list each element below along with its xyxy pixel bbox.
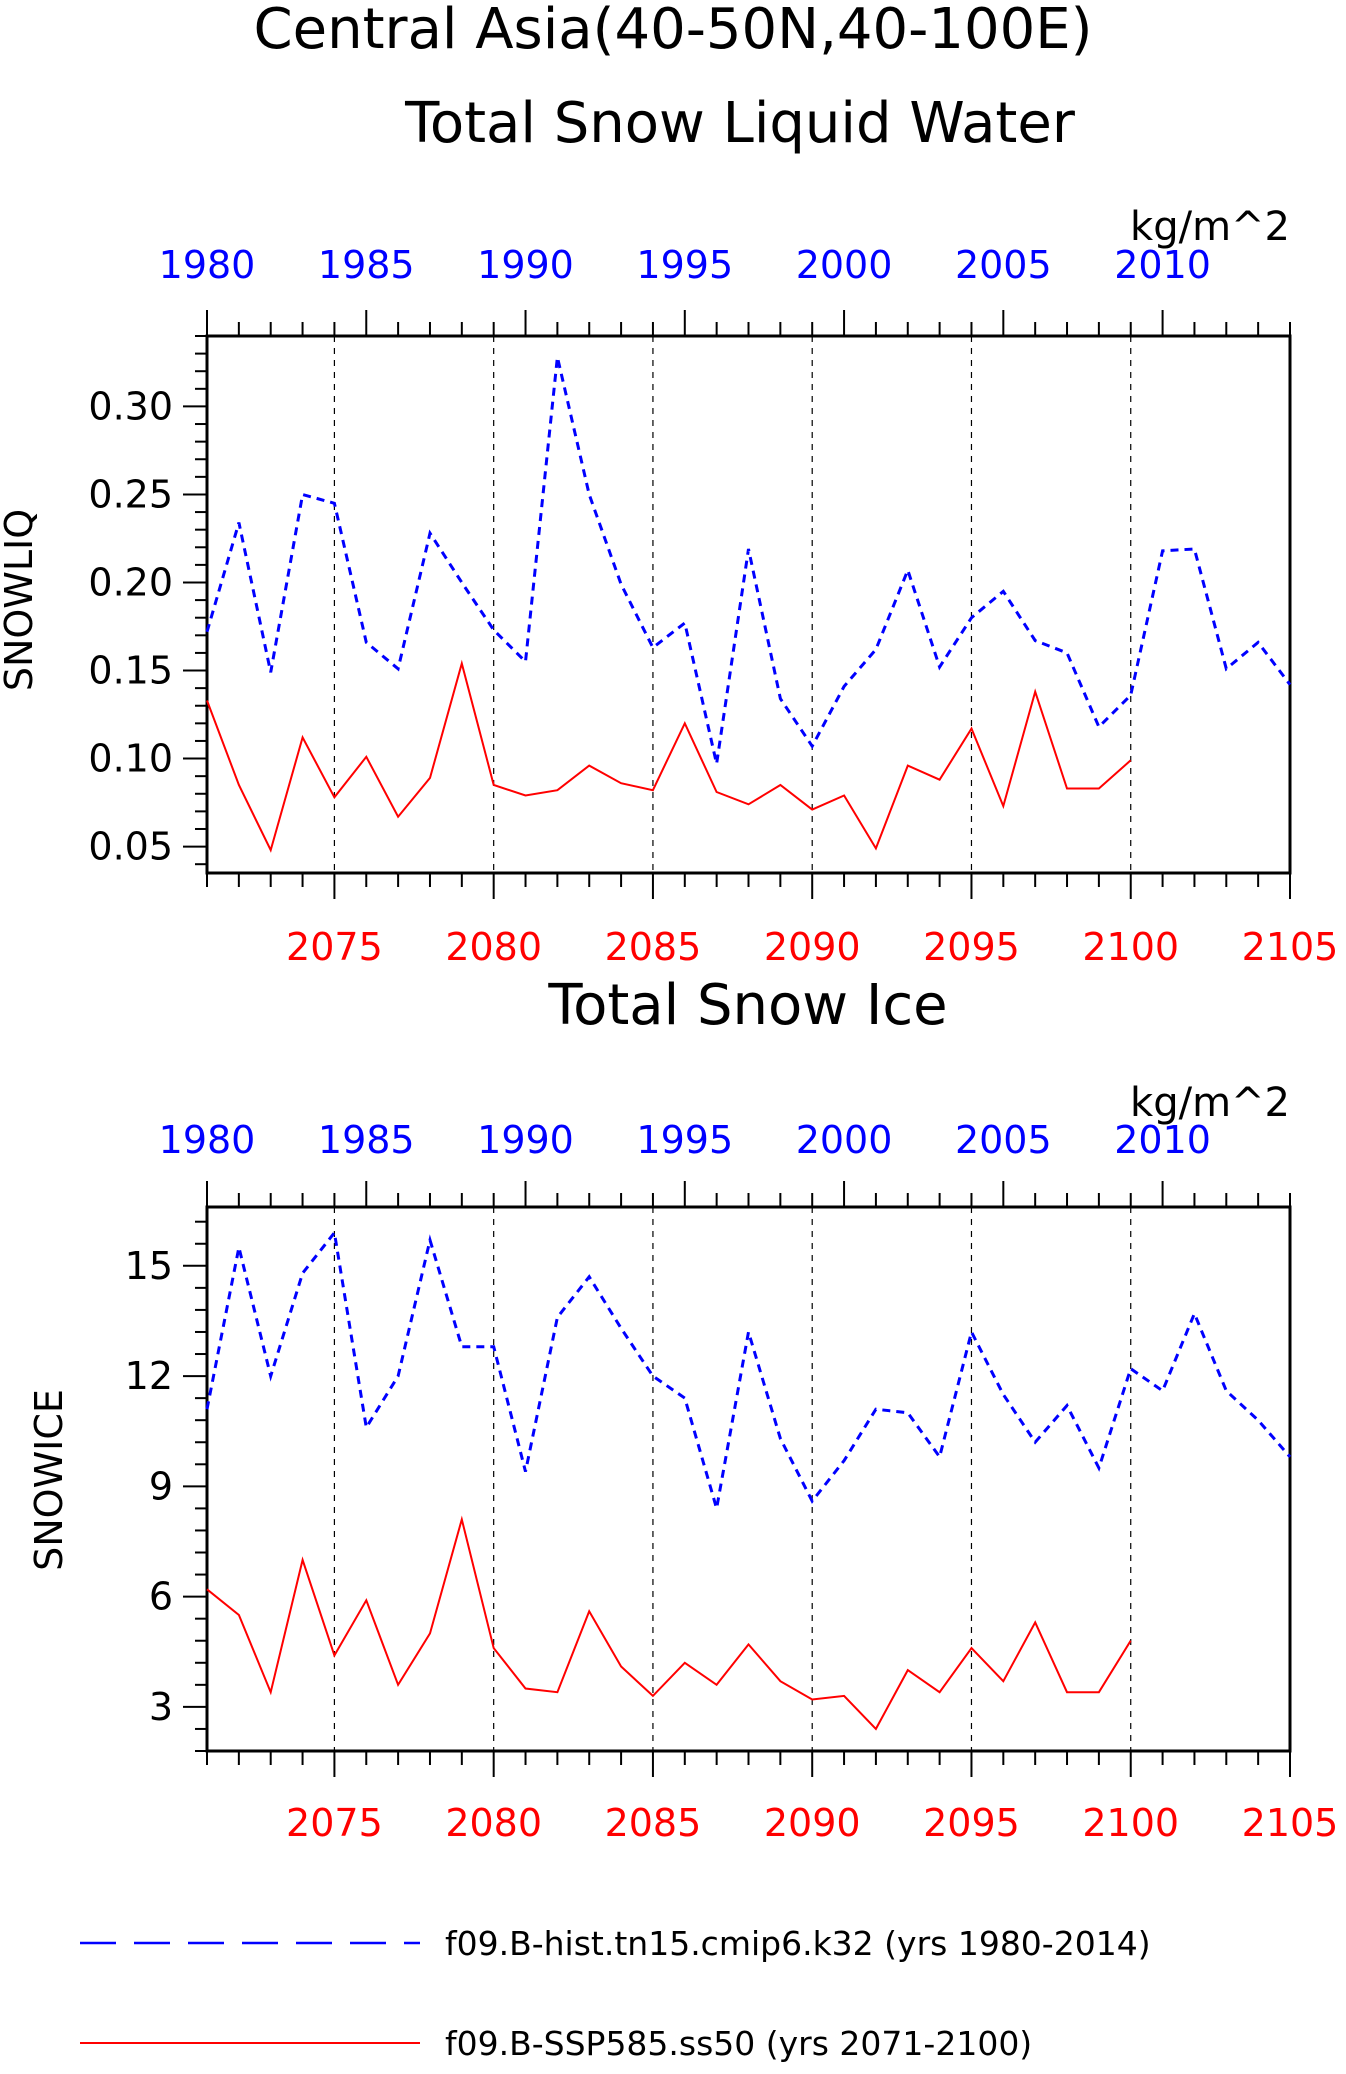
x-bottom-tick-label: 2090	[764, 925, 861, 969]
panel-title: Total Snow Ice	[547, 973, 947, 1038]
series-line-hist	[205, 1229, 1292, 1509]
x-top-tick-label: 2000	[796, 243, 893, 287]
x-top-tick-label: 1995	[636, 1118, 733, 1162]
x-top-tick-label: 1980	[159, 1118, 256, 1162]
y-axis-label: SNOWLIQ	[0, 509, 41, 691]
legend-label-hist: f09.B-hist.tn15.cmip6.k32 (yrs 1980-2014…	[445, 1924, 1151, 1963]
y-tick-label: 0.25	[88, 472, 173, 516]
x-bottom-tick-label: 2105	[1242, 925, 1339, 969]
y-tick-label: 15	[125, 1244, 173, 1288]
units-label: kg/m^2	[1130, 1080, 1290, 1126]
x-bottom-tick-label: 2085	[605, 925, 702, 969]
x-bottom-tick-label: 2075	[286, 1801, 383, 1845]
x-top-tick-label: 1995	[636, 243, 733, 287]
x-bottom-tick-label: 2090	[764, 1801, 861, 1845]
x-bottom-tick-label: 2080	[445, 1801, 542, 1845]
y-tick-label: 0.10	[88, 737, 173, 781]
series-line-hist	[205, 356, 1292, 765]
legend: f09.B-hist.tn15.cmip6.k32 (yrs 1980-2014…	[80, 1924, 1151, 2063]
x-top-tick-label: 1985	[318, 1118, 415, 1162]
y-tick-label: 0.15	[88, 649, 173, 693]
plot-frame	[205, 1205, 1292, 1753]
y-tick-label: 0.20	[88, 560, 173, 604]
units-label: kg/m^2	[1130, 204, 1290, 250]
x-bottom-tick-label: 2095	[923, 1801, 1020, 1845]
series-line-ssp	[206, 659, 1132, 853]
x-top-tick-label: 1985	[318, 243, 415, 287]
series-line-ssp	[206, 1515, 1132, 1731]
panel-snowice: Total Snow Ice kg/m^2 SNOWICE 2075 2080 20…	[27, 973, 1338, 1845]
x-top-tick-label: 2010	[1114, 1118, 1211, 1162]
main-title: Central Asia(40-50N,40-100E)	[254, 0, 1093, 62]
x-top-tick-label: 1990	[477, 1118, 574, 1162]
x-bottom-tick-label: 2105	[1242, 1801, 1339, 1845]
x-top-tick-label: 1990	[477, 243, 574, 287]
x-top-tick-label: 1980	[159, 243, 256, 287]
x-bottom-tick-label: 2095	[923, 925, 1020, 969]
x-bottom-tick-label: 2075	[286, 925, 383, 969]
plot-frame	[205, 334, 1292, 875]
x-top-tick-label: 2010	[1114, 243, 1211, 287]
x-top-tick-label: 2005	[955, 1118, 1052, 1162]
y-axis-label: SNOWICE	[27, 1389, 71, 1571]
x-bottom-tick-label: 2100	[1082, 1801, 1179, 1845]
x-bottom-tick-label: 2100	[1082, 925, 1179, 969]
y-tick-label: 6	[149, 1575, 173, 1619]
x-bottom-tick-label: 2080	[445, 925, 542, 969]
y-tick-label: 0.05	[88, 825, 173, 869]
y-tick-label: 0.30	[88, 384, 173, 428]
y-tick-label: 12	[125, 1354, 173, 1398]
y-tick-label: 9	[149, 1464, 173, 1508]
legend-label-ssp: f09.B-SSP585.ss50 (yrs 2071-2100)	[445, 2024, 1032, 2063]
x-top-tick-label: 2005	[955, 243, 1052, 287]
panel-title: Total Snow Liquid Water	[404, 91, 1076, 156]
x-bottom-tick-label: 2085	[605, 1801, 702, 1845]
x-top-tick-label: 2000	[796, 1118, 893, 1162]
y-tick-label: 3	[149, 1685, 173, 1729]
panel-snowliq: Total Snow Liquid Water kg/m^2 SNOWLIQ 2…	[0, 91, 1338, 969]
